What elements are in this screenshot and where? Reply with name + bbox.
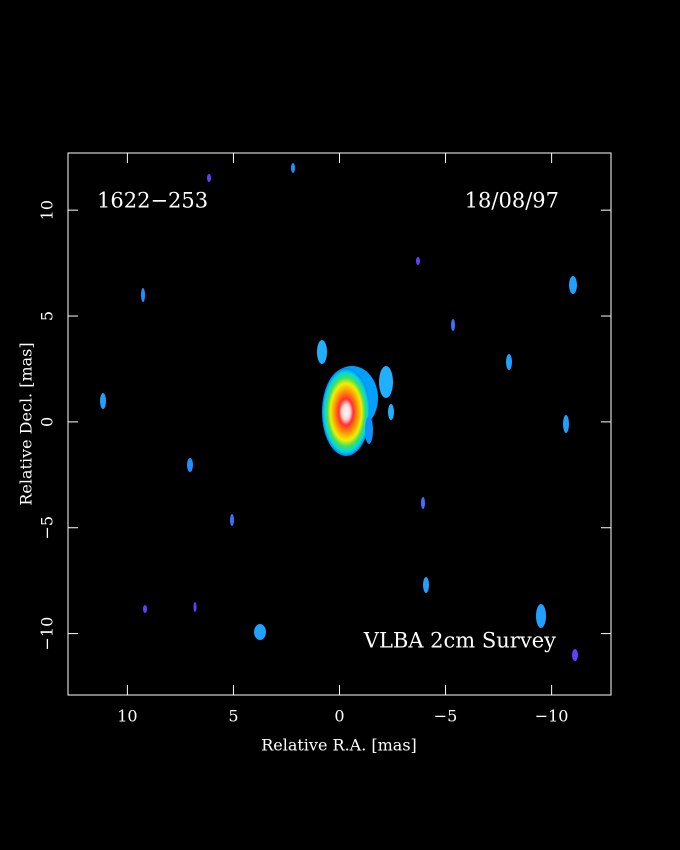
emission [572,649,578,661]
emission [322,368,370,456]
emission [379,366,393,398]
emission [230,514,234,526]
emission [291,163,295,173]
emission [141,288,145,302]
emission [421,497,425,509]
emission [416,257,420,265]
epoch: 18/08/97 [465,189,559,213]
source-name: 1622−253 [97,189,208,213]
y-tick-label: 5 [38,311,57,321]
y-tick-label: −5 [38,516,57,540]
y-axis-label: Relative Decl. [mas] [17,342,36,505]
emission [365,416,373,444]
y-tick-label: 0 [38,417,57,427]
emission [207,174,211,182]
x-tick-label: 5 [228,707,238,726]
x-axis-label: Relative R.A. [mas] [261,736,417,755]
emission [187,458,193,472]
emission [254,624,266,640]
emission [423,577,429,593]
emission [451,319,455,331]
emission [506,354,512,370]
x-tick-label: 0 [334,707,344,726]
emission [569,276,577,294]
emission [388,404,394,420]
emission [143,605,147,613]
survey-label: VLBA 2cm Survey [363,629,556,653]
y-tick-label: −10 [38,617,57,651]
x-tick-label: −5 [434,707,458,726]
x-tick-label: −10 [535,707,569,726]
emission [536,604,546,628]
emission [100,393,106,409]
y-tick-label: 10 [38,200,57,220]
x-tick-label: 10 [117,707,137,726]
emission [563,415,569,433]
image [100,163,578,661]
emission [193,602,197,612]
emission [317,340,327,364]
